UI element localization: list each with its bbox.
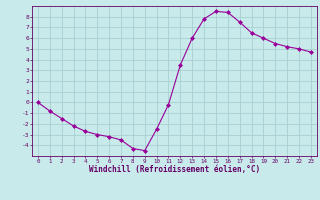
X-axis label: Windchill (Refroidissement éolien,°C): Windchill (Refroidissement éolien,°C) (89, 165, 260, 174)
